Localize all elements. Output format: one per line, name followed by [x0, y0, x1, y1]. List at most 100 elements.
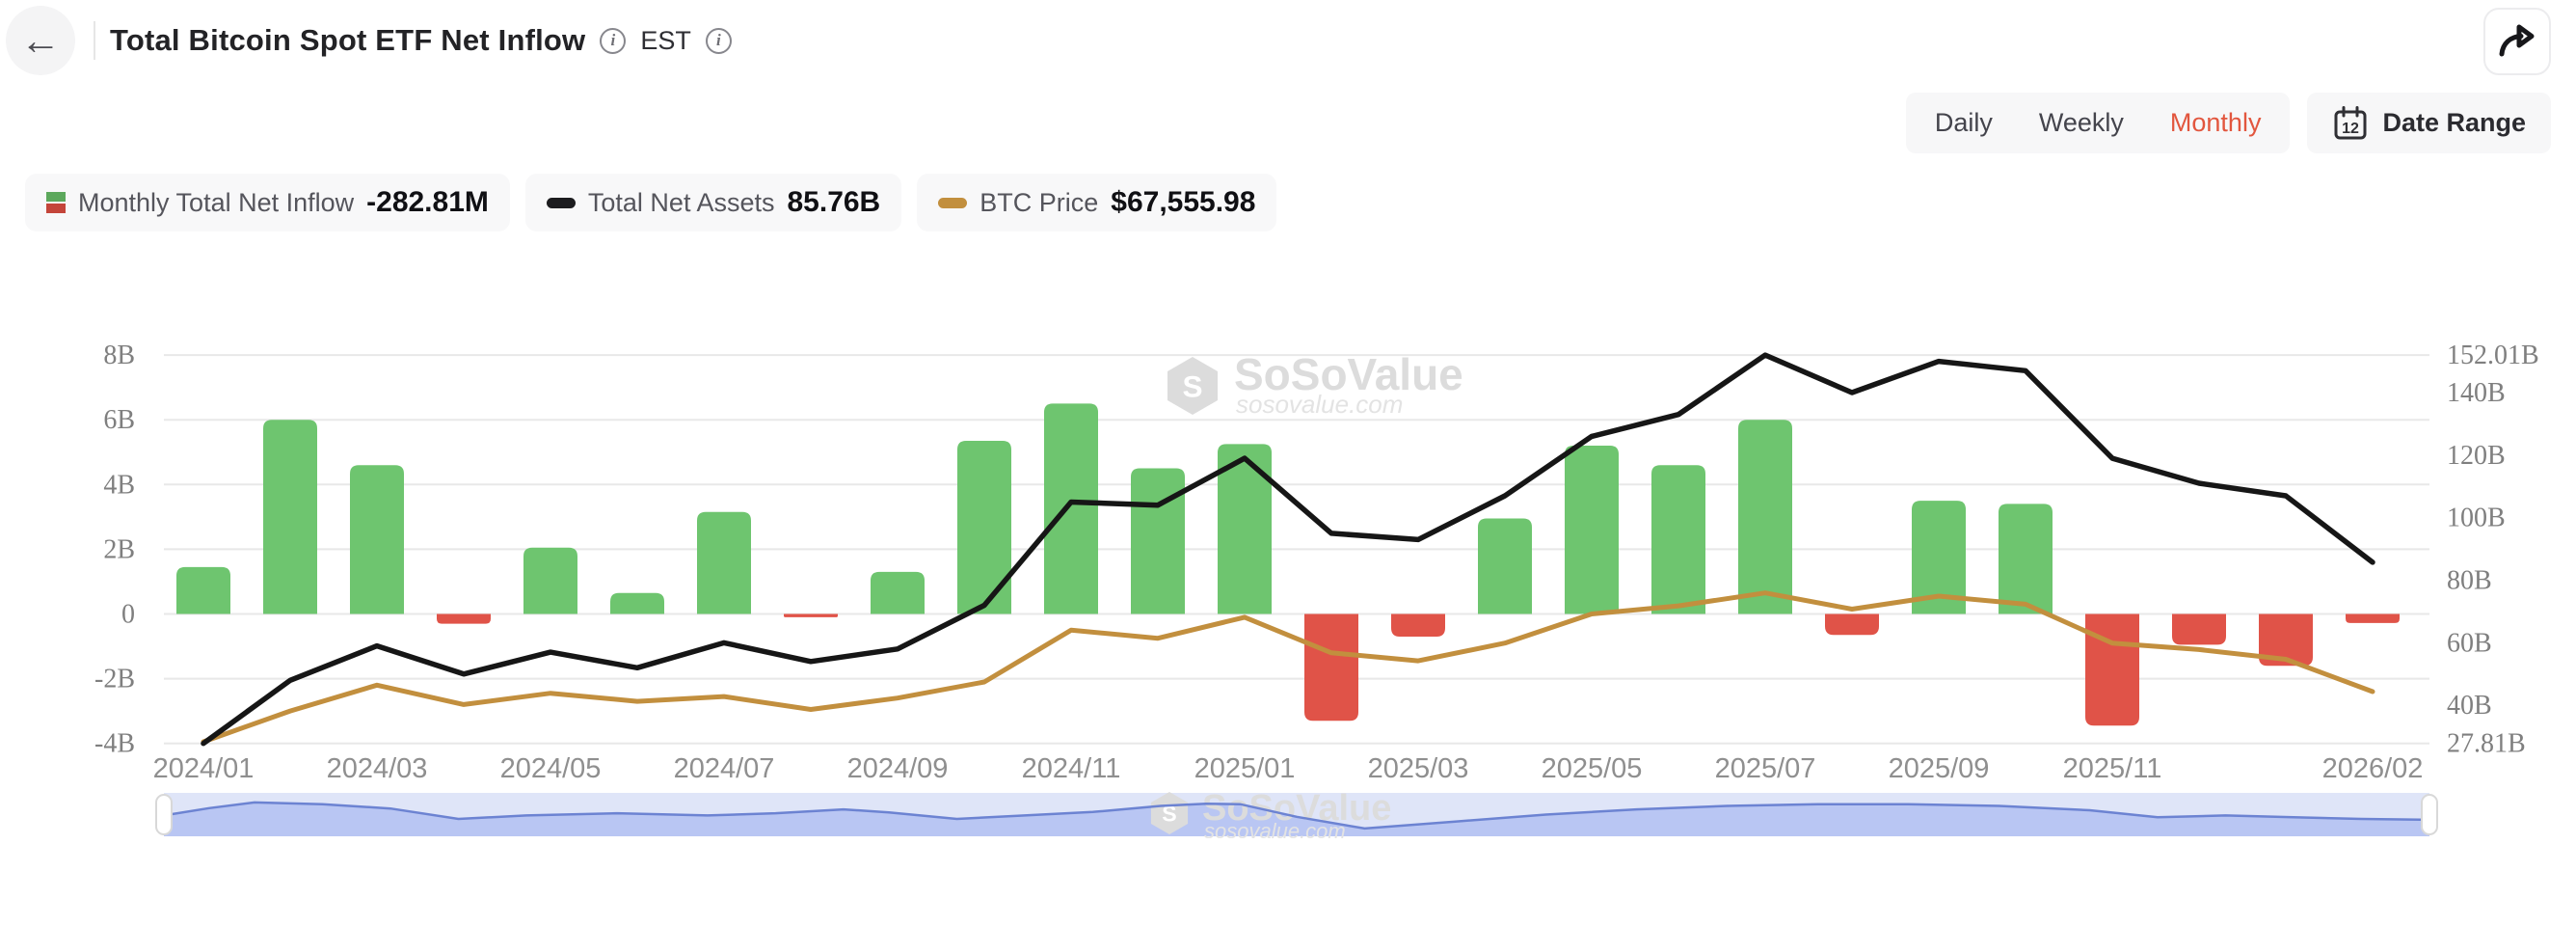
bar-2025/07[interactable]: [1738, 420, 1792, 614]
minimap-handle-left[interactable]: [155, 794, 173, 835]
legend-value: $67,555.98: [1111, 186, 1256, 218]
left-axis-labels: 8B 6B 4B 2B 0 -2B -4B: [94, 340, 135, 759]
bar-2026/01[interactable]: [2259, 613, 2313, 667]
tab-weekly[interactable]: Weekly: [2038, 108, 2124, 137]
share-icon: [2499, 24, 2535, 57]
right-axis-tick: 140B: [2447, 378, 2506, 408]
legend-label: Monthly Total Net Inflow: [78, 187, 355, 217]
x-axis-tick: 2025/01: [1194, 753, 1296, 784]
share-button[interactable]: [2483, 8, 2551, 75]
date-range-label: Date Range: [2382, 108, 2526, 137]
chart-legend: Monthly Total Net Inflow -282.81M Total …: [25, 174, 1277, 232]
tab-monthly[interactable]: Monthly: [2169, 108, 2262, 137]
legend-item-net-inflow[interactable]: Monthly Total Net Inflow -282.81M: [25, 174, 510, 232]
bar-2024/10[interactable]: [957, 441, 1011, 614]
x-axis-tick: 2024/11: [1022, 753, 1121, 784]
bar-2024/02[interactable]: [263, 420, 317, 614]
legend-item-btc-price[interactable]: BTC Price $67,555.98: [917, 174, 1277, 232]
legend-value: -282.81M: [366, 186, 489, 218]
period-tabs: Daily Weekly Monthly: [1905, 93, 2291, 153]
left-axis-tick: -4B: [94, 729, 135, 759]
x-axis-tick: 2025/11: [2063, 753, 2162, 784]
bar-2025/04[interactable]: [1478, 518, 1532, 614]
left-axis-tick: 4B: [103, 470, 135, 500]
x-axis-labels: 2024/01 2024/03 2024/05 2024/07 2024/09 2024/…: [153, 753, 2424, 784]
minimap-trend-line: [163, 801, 2430, 831]
bar-2025/12[interactable]: [2172, 613, 2226, 645]
left-axis-tick: 0: [121, 600, 135, 630]
title-info-icon[interactable]: [600, 27, 627, 54]
right-axis-tick: 120B: [2447, 441, 2506, 471]
date-range-button[interactable]: 12 Date Range: [2307, 93, 2551, 153]
x-axis-tick: 2024/03: [327, 753, 428, 784]
bar-2024/05[interactable]: [523, 547, 577, 614]
bar-2024/06[interactable]: [610, 592, 664, 614]
bar-2024/08[interactable]: [784, 613, 838, 617]
x-axis-tick: 2024/05: [500, 753, 602, 784]
watermark-brand: SoSoValue: [1234, 349, 1463, 399]
bar-2025/09[interactable]: [1912, 501, 1966, 614]
minimap-area: [164, 802, 2429, 836]
watermark-domain: sosovalue.com: [1236, 390, 1403, 419]
bar-2024/09[interactable]: [871, 571, 925, 614]
right-axis-labels: 152.01B 140B 120B 100B 80B 60B 40B 27.81B: [2447, 340, 2539, 759]
bar-2025/03[interactable]: [1391, 613, 1445, 638]
legend-value: 85.76B: [787, 186, 881, 218]
btc-price-line: [201, 590, 2375, 745]
est-label: EST: [640, 25, 691, 55]
legend-label: Total Net Assets: [587, 187, 775, 217]
bar-2024/03[interactable]: [350, 465, 404, 614]
watermark-cube-icon: S: [1182, 368, 1202, 403]
bar-2025/06[interactable]: [1651, 465, 1705, 614]
bar-2024/01[interactable]: [176, 566, 230, 614]
tab-daily[interactable]: Daily: [1934, 108, 1993, 137]
x-axis-tick: 2024/01: [153, 753, 255, 784]
btc-price-line-icon: [938, 197, 968, 208]
chart-controls: Daily Weekly Monthly 12 Date Range: [1905, 93, 2551, 153]
left-axis-tick: 2B: [103, 534, 135, 564]
x-axis-tick: 2025/03: [1368, 753, 1469, 784]
watermark-domain: sosovalue.com: [1204, 819, 1346, 843]
bar-2025/08[interactable]: [1825, 613, 1879, 636]
bar-2024/07[interactable]: [697, 511, 751, 614]
legend-item-net-assets[interactable]: Total Net Assets 85.76B: [524, 174, 902, 232]
svg-text:12: 12: [2343, 121, 2360, 137]
bar-2026/02[interactable]: [2346, 613, 2400, 623]
left-axis-tick: -2B: [94, 665, 135, 694]
chart-plot-area[interactable]: [164, 338, 2429, 752]
right-axis-tick: 27.81B: [2447, 729, 2526, 759]
x-axis-tick: 2026/02: [2322, 753, 2424, 784]
right-axis-tick: 80B: [2447, 566, 2492, 596]
x-axis-tick: 2025/09: [1889, 753, 1990, 784]
bar-2024/11[interactable]: [1044, 403, 1098, 614]
bar-series-icon: [46, 192, 66, 213]
bar-2024/04[interactable]: [437, 613, 491, 624]
bar-2025/02[interactable]: [1304, 613, 1358, 722]
header: Total Bitcoin Spot ETF Net Inflow EST: [110, 0, 732, 81]
right-axis-tick: 60B: [2447, 628, 2492, 658]
x-axis-tick: 2025/05: [1542, 753, 1643, 784]
bar-2025/10[interactable]: [1999, 504, 2053, 614]
net-assets-line: [201, 352, 2375, 747]
watermark-cube-icon: S: [1162, 801, 1176, 826]
bar-2025/01[interactable]: [1218, 444, 1272, 614]
calendar-icon: 12: [2334, 105, 2367, 139]
x-axis-tick: 2025/07: [1715, 753, 1816, 784]
right-axis-tick: 40B: [2447, 691, 2492, 721]
net-assets-line-icon: [546, 197, 576, 208]
minimap-handle-right[interactable]: [2421, 794, 2438, 835]
x-axis-tick: 2024/09: [847, 753, 949, 784]
bar-2025/05[interactable]: [1565, 446, 1619, 614]
header-divider: [94, 21, 95, 60]
right-axis-tick: 152.01B: [2447, 340, 2539, 370]
est-info-icon[interactable]: [705, 27, 732, 54]
legend-label: BTC Price: [979, 187, 1099, 217]
left-axis-tick: 8B: [103, 340, 135, 370]
page-title: Total Bitcoin Spot ETF Net Inflow: [110, 23, 586, 57]
back-button[interactable]: [6, 6, 75, 75]
